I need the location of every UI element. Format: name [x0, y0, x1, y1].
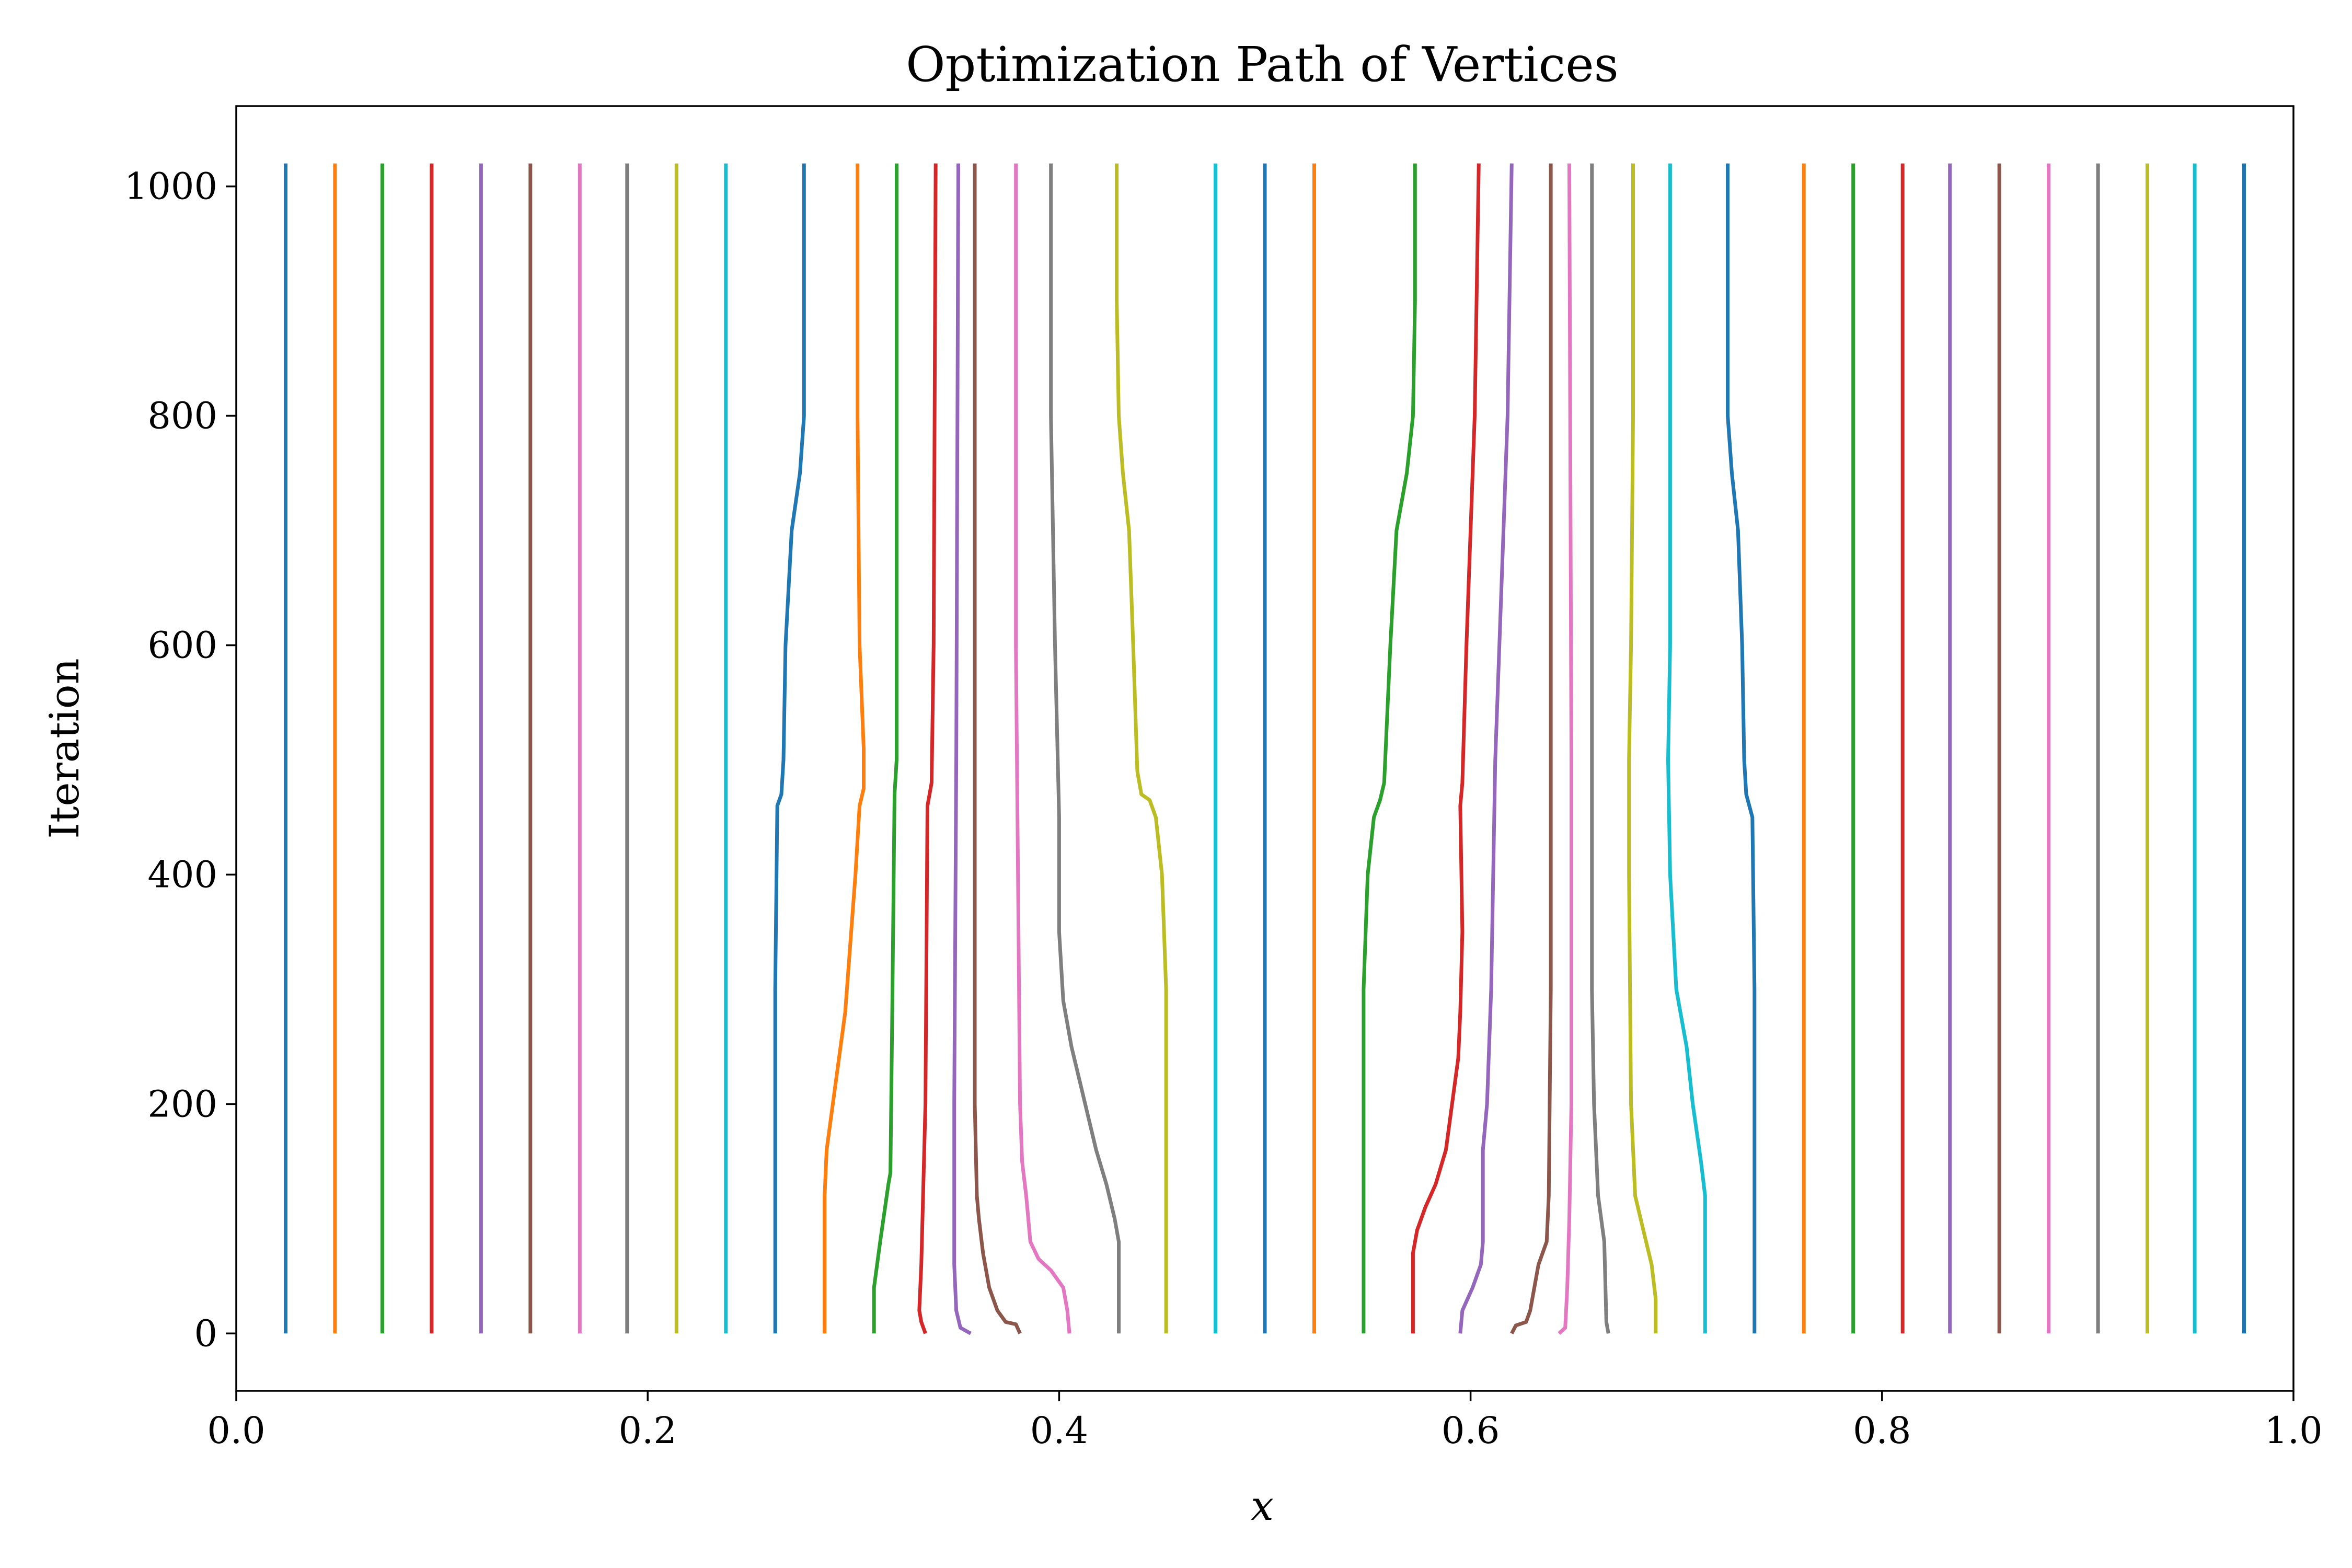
x-tick-label: 0.6: [1442, 1409, 1500, 1452]
y-tick-label: 600: [147, 624, 217, 666]
vertex-path-26: [1510, 163, 1553, 1334]
vertex-path-17: [1014, 163, 1071, 1334]
vertex-path-24: [1411, 163, 1481, 1334]
vertex-path-15: [952, 163, 972, 1335]
vertex-path-16: [973, 163, 1022, 1334]
y-tick-label: 400: [147, 853, 217, 896]
x-tick-label: 0.8: [1853, 1409, 1911, 1452]
x-tick-label: 1.0: [2264, 1409, 2322, 1452]
y-axis-label: Iteration: [41, 658, 88, 839]
y-tick-label: 1000: [124, 165, 217, 208]
vertex-path-31: [1726, 163, 1757, 1334]
x-tick-label: 0.0: [207, 1409, 265, 1452]
axis-layer: 0.0 0.2 0.4 0.6 0.8 1.0 0 200 400 600 800 1000: [124, 165, 2323, 1452]
vertex-path-27: [1558, 163, 1573, 1335]
vertex-path-18: [1049, 163, 1121, 1334]
plot-frame: [235, 105, 2295, 1392]
vertex-path-12: [823, 163, 866, 1334]
vertex-path-19: [1115, 163, 1168, 1334]
vertex-path-11: [773, 163, 806, 1334]
vertex-path-14: [917, 163, 938, 1334]
vertex-path-23: [1362, 163, 1417, 1334]
vertex-path-28: [1590, 163, 1610, 1334]
series-layer: [284, 163, 2246, 1335]
vertex-path-30: [1666, 163, 1707, 1334]
vertex-path-29: [1627, 163, 1658, 1334]
x-tick-label: 0.4: [1030, 1409, 1088, 1452]
y-tick-label: 800: [147, 395, 217, 437]
vertex-path-13: [872, 163, 898, 1334]
x-axis-label: x: [1251, 1483, 1274, 1530]
vertex-path-25: [1458, 163, 1514, 1334]
x-tick-label: 0.2: [619, 1409, 677, 1452]
chart-title: Optimization Path of Vertices: [906, 37, 1619, 93]
y-tick-label: 0: [194, 1312, 217, 1355]
y-tick-label: 200: [147, 1082, 217, 1125]
